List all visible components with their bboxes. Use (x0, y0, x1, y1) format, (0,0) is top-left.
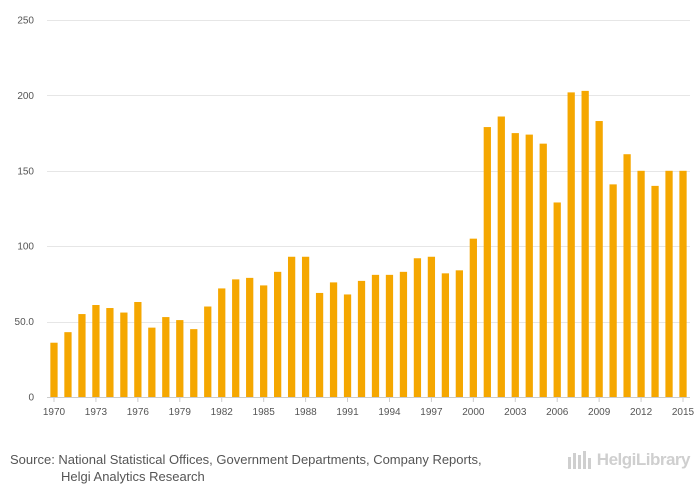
bar-1993 (371, 274, 380, 397)
bar-2008 (581, 90, 589, 397)
bar-1972 (78, 314, 86, 397)
bar-2002 (497, 116, 505, 398)
bars (50, 90, 687, 398)
bar-1999 (455, 270, 463, 397)
y-tick-label: 250 (17, 16, 34, 27)
bar-2011 (623, 154, 631, 397)
y-tick-label: 50.0 (15, 317, 35, 328)
y-tick-label: 0 (28, 393, 34, 404)
x-tick-label: 1973 (85, 407, 108, 418)
bar-1996 (413, 258, 422, 397)
bar-1988 (301, 256, 310, 397)
bar-1979 (176, 320, 184, 397)
bar-2015 (679, 170, 687, 397)
bar-1989 (315, 292, 324, 397)
y-tick-label: 200 (17, 91, 34, 102)
bar-1974 (106, 308, 114, 397)
x-tick-label: 2012 (630, 407, 653, 418)
x-axis: 1970 1973 1976 1979 1982 1985 1988 1991 1994 1997… (43, 397, 695, 418)
bar-2004 (525, 134, 533, 397)
bar-2012 (637, 170, 645, 397)
bar-1976 (134, 301, 142, 397)
bar-2009 (595, 121, 603, 397)
bar-1992 (357, 280, 366, 397)
x-tick-label: 1994 (378, 407, 401, 418)
x-tick-label: 2009 (588, 407, 611, 418)
bar-2003 (511, 133, 519, 397)
helgi-logo-icon (567, 451, 591, 469)
bar-2007 (567, 92, 575, 397)
helgi-library-logo: HelgiLibrary (567, 448, 691, 472)
bar-1984 (246, 277, 254, 397)
gridlines (47, 20, 690, 323)
bar-1986 (274, 271, 282, 397)
bar-1980 (190, 329, 198, 397)
x-tick-label: 1991 (336, 407, 359, 418)
bar-1983 (232, 279, 240, 397)
x-tick-label: 1985 (253, 407, 276, 418)
x-tick-label: 1988 (294, 407, 317, 418)
x-tick-label: 2006 (546, 407, 569, 418)
bar-1991 (343, 294, 352, 397)
x-tick-label: 1982 (211, 407, 234, 418)
bar-1975 (120, 312, 128, 397)
bar-1970 (50, 342, 58, 397)
x-tick-label: 2015 (672, 407, 695, 418)
bar-1973 (92, 305, 100, 397)
bar-1997 (427, 256, 436, 397)
bar-2006 (553, 202, 561, 397)
bar-2001 (483, 127, 491, 398)
bar-1971 (64, 332, 72, 397)
x-tick-label: 1979 (169, 407, 192, 418)
bar-1994 (385, 274, 394, 397)
bar-1990 (329, 282, 338, 397)
bar-1977 (148, 327, 156, 397)
bar-2010 (609, 184, 617, 397)
y-tick-label: 150 (17, 166, 34, 177)
bar-1987 (287, 256, 296, 397)
bar-1995 (399, 271, 408, 397)
x-tick-label: 2003 (504, 407, 527, 418)
x-tick-label: 2000 (462, 407, 485, 418)
source-line-1: Source: National Statistical Offices, Go… (10, 452, 482, 467)
bar-1978 (162, 317, 170, 397)
x-tick-label: 1997 (420, 407, 443, 418)
bar-2000 (469, 238, 477, 397)
x-tick-label: 1970 (43, 407, 66, 418)
bar-2013 (651, 185, 659, 397)
source-line-2: Helgi Analytics Research (61, 469, 205, 484)
source-note: Source: National Statistical Offices, Go… (10, 451, 550, 485)
bar-1982 (218, 288, 226, 397)
bar-1981 (204, 306, 212, 397)
bar-2005 (539, 143, 547, 397)
x-tick-label: 1976 (127, 407, 150, 418)
y-tick-label: 100 (17, 242, 34, 253)
bar-1985 (260, 285, 268, 397)
bar-1998 (441, 273, 450, 397)
logo-text: HelgiLibrary (596, 450, 691, 469)
y-axis: 0 50.0 100 150 200 250 (15, 16, 35, 404)
bar-2014 (665, 170, 673, 397)
